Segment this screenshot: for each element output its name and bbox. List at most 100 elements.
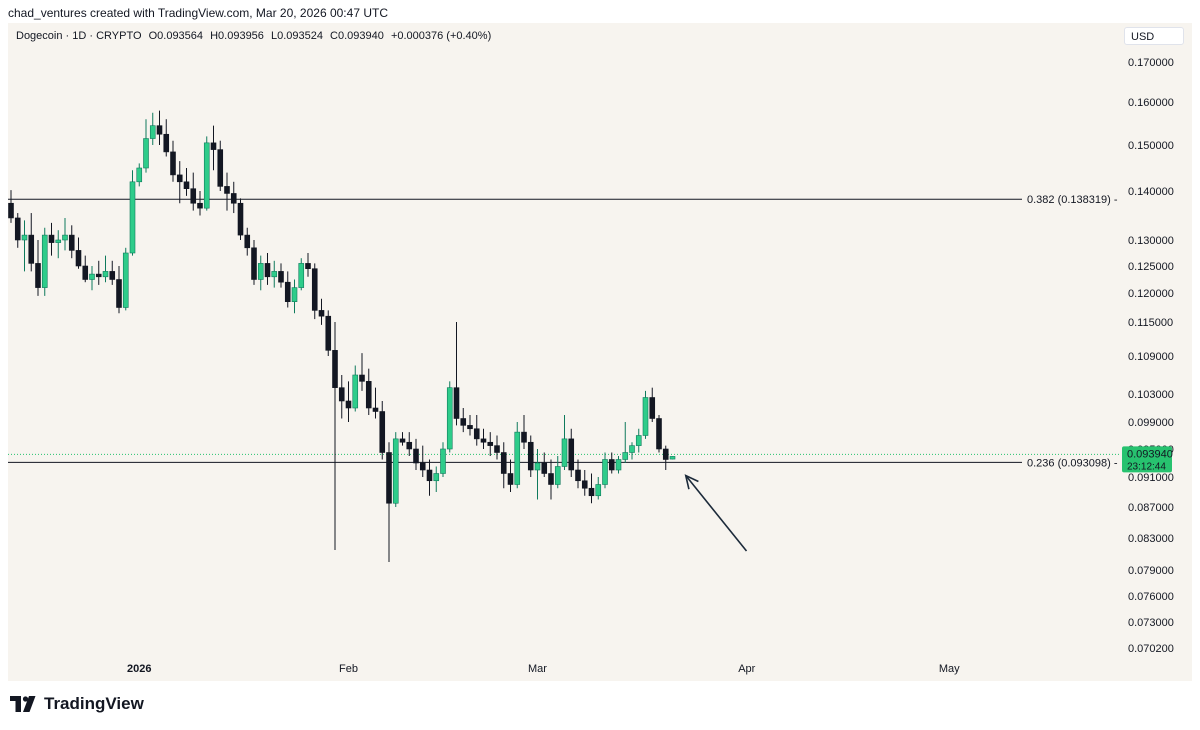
candle[interactable] (500, 442, 507, 489)
candle[interactable] (183, 168, 190, 196)
candle[interactable] (359, 353, 365, 391)
candle[interactable] (561, 415, 568, 470)
candle[interactable] (406, 432, 413, 456)
candle[interactable] (257, 255, 264, 291)
candle[interactable] (136, 163, 143, 187)
candle[interactable] (311, 263, 318, 320)
candle[interactable] (210, 125, 217, 171)
candle[interactable] (55, 230, 62, 259)
candle[interactable] (467, 415, 473, 436)
candle[interactable] (284, 271, 291, 308)
candle[interactable] (386, 442, 392, 562)
candle[interactable] (392, 432, 399, 507)
candle[interactable] (507, 459, 514, 493)
candle[interactable] (21, 220, 28, 272)
candle[interactable] (426, 459, 433, 496)
candle[interactable] (460, 408, 467, 433)
candle[interactable] (635, 428, 642, 453)
candle[interactable] (338, 375, 345, 419)
candle[interactable] (8, 190, 14, 223)
candle[interactable] (318, 298, 325, 325)
candle[interactable] (332, 322, 338, 550)
candle[interactable] (629, 442, 635, 460)
candle[interactable] (642, 390, 649, 439)
candle[interactable] (575, 459, 581, 489)
candle[interactable] (82, 255, 89, 283)
candle[interactable] (669, 456, 676, 460)
candle[interactable] (28, 213, 35, 272)
candle[interactable] (251, 240, 257, 285)
candle[interactable] (602, 452, 608, 489)
candle[interactable] (419, 445, 426, 477)
candle[interactable] (372, 387, 379, 419)
currency-button[interactable]: USD (1124, 27, 1184, 45)
candle[interactable] (588, 473, 595, 504)
candle[interactable] (568, 428, 575, 477)
candle[interactable] (399, 432, 406, 446)
candle[interactable] (514, 422, 521, 489)
candle[interactable] (494, 435, 500, 460)
candle[interactable] (595, 477, 602, 500)
candle[interactable] (548, 459, 554, 500)
candle[interactable] (298, 258, 305, 291)
candle[interactable] (291, 279, 298, 314)
candle[interactable] (487, 432, 494, 456)
candle[interactable] (129, 170, 136, 256)
candle[interactable] (453, 322, 460, 426)
candle[interactable] (75, 237, 82, 269)
candle[interactable] (224, 172, 230, 211)
candle[interactable] (149, 112, 156, 145)
candle[interactable] (190, 172, 197, 211)
candle[interactable] (345, 381, 352, 422)
candle[interactable] (622, 422, 629, 463)
candle[interactable] (649, 387, 656, 422)
candle[interactable] (352, 365, 359, 412)
candle[interactable] (521, 415, 527, 449)
candle[interactable] (446, 381, 453, 453)
candle[interactable] (95, 260, 102, 285)
candle[interactable] (217, 140, 224, 191)
candle[interactable] (365, 368, 372, 415)
arrow-annotation[interactable] (685, 474, 748, 552)
candle[interactable] (480, 428, 487, 449)
candle[interactable] (305, 253, 311, 277)
candle[interactable] (156, 110, 163, 145)
candle[interactable] (541, 452, 548, 478)
candle[interactable] (68, 225, 75, 259)
candle[interactable] (14, 213, 21, 248)
candle[interactable] (662, 445, 669, 470)
candle[interactable] (35, 240, 41, 296)
candle[interactable] (615, 456, 622, 474)
candle[interactable] (413, 438, 419, 470)
candle[interactable] (534, 449, 541, 500)
candle[interactable] (278, 263, 284, 288)
candle[interactable] (237, 198, 244, 240)
candle[interactable] (527, 435, 534, 478)
candle[interactable] (102, 255, 109, 283)
candle[interactable] (554, 456, 561, 489)
candle[interactable] (122, 247, 129, 311)
candle[interactable] (116, 266, 122, 314)
candle[interactable] (473, 415, 480, 446)
candle[interactable] (264, 253, 271, 285)
candle[interactable] (41, 227, 48, 296)
candle[interactable] (89, 266, 95, 291)
candle[interactable] (440, 442, 446, 477)
candle[interactable] (176, 161, 183, 204)
candle[interactable] (271, 260, 278, 288)
candle[interactable] (197, 191, 203, 216)
chart-pane[interactable] (8, 23, 1192, 681)
candle[interactable] (48, 222, 55, 256)
candle[interactable] (581, 470, 588, 496)
candle[interactable] (325, 310, 332, 356)
candle[interactable] (170, 140, 176, 182)
candle[interactable] (608, 452, 615, 474)
candle[interactable] (203, 136, 210, 211)
candle[interactable] (163, 119, 170, 157)
candle[interactable] (109, 260, 116, 285)
candle[interactable] (62, 217, 68, 251)
candle[interactable] (230, 181, 237, 214)
candle[interactable] (656, 415, 662, 453)
candle[interactable] (379, 401, 386, 460)
